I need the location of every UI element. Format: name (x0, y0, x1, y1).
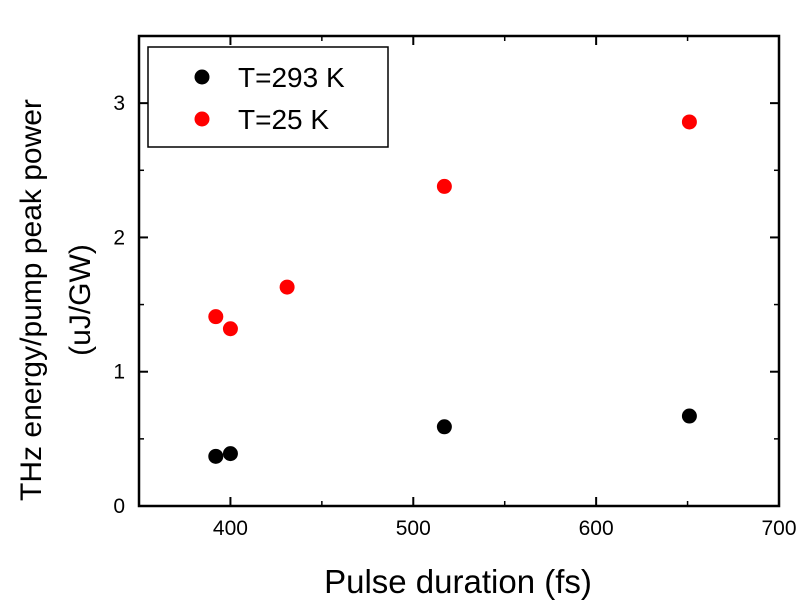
x-tick-label: 600 (579, 517, 614, 540)
legend-box (147, 46, 389, 148)
y-axis-label-line2: (uJ/GW) (64, 244, 97, 356)
data-point-series-1 (681, 408, 697, 424)
plot-border (137, 34, 781, 508)
x-tick-label: 700 (761, 517, 796, 540)
data-point-series-1 (436, 419, 452, 435)
legend-label: T=25 K (238, 104, 329, 135)
legend-marker (194, 111, 210, 127)
data-point-series-2 (279, 279, 295, 295)
x-tick-label: 400 (213, 517, 248, 540)
y-tick-label: 0 (113, 495, 125, 518)
legend: T=293 K T=25 K (147, 46, 389, 148)
y-axis: 0 1 2 3 (113, 92, 779, 518)
y-tick-label: 2 (113, 226, 125, 249)
x-tick-label: 500 (396, 517, 431, 540)
data-point-series-2 (436, 178, 452, 194)
x-axis-label: Pulse duration (fs) (324, 563, 592, 600)
y-axis-label-line1: THz energy/pump peak power (15, 99, 48, 501)
y-tick-label: 3 (113, 92, 125, 115)
legend-label: T=293 K (238, 62, 345, 93)
legend-marker (194, 69, 210, 85)
data-point-series-1 (222, 446, 238, 462)
y-tick-label: 1 (113, 361, 125, 384)
x-axis: 400 500 600 700 (138, 36, 797, 540)
data-point-series-1 (208, 448, 224, 464)
data-point-series-2 (681, 114, 697, 130)
data-point-series-2 (208, 309, 224, 325)
data-point-series-2 (222, 321, 238, 337)
data-points (208, 114, 697, 464)
plot-frame (137, 34, 781, 508)
